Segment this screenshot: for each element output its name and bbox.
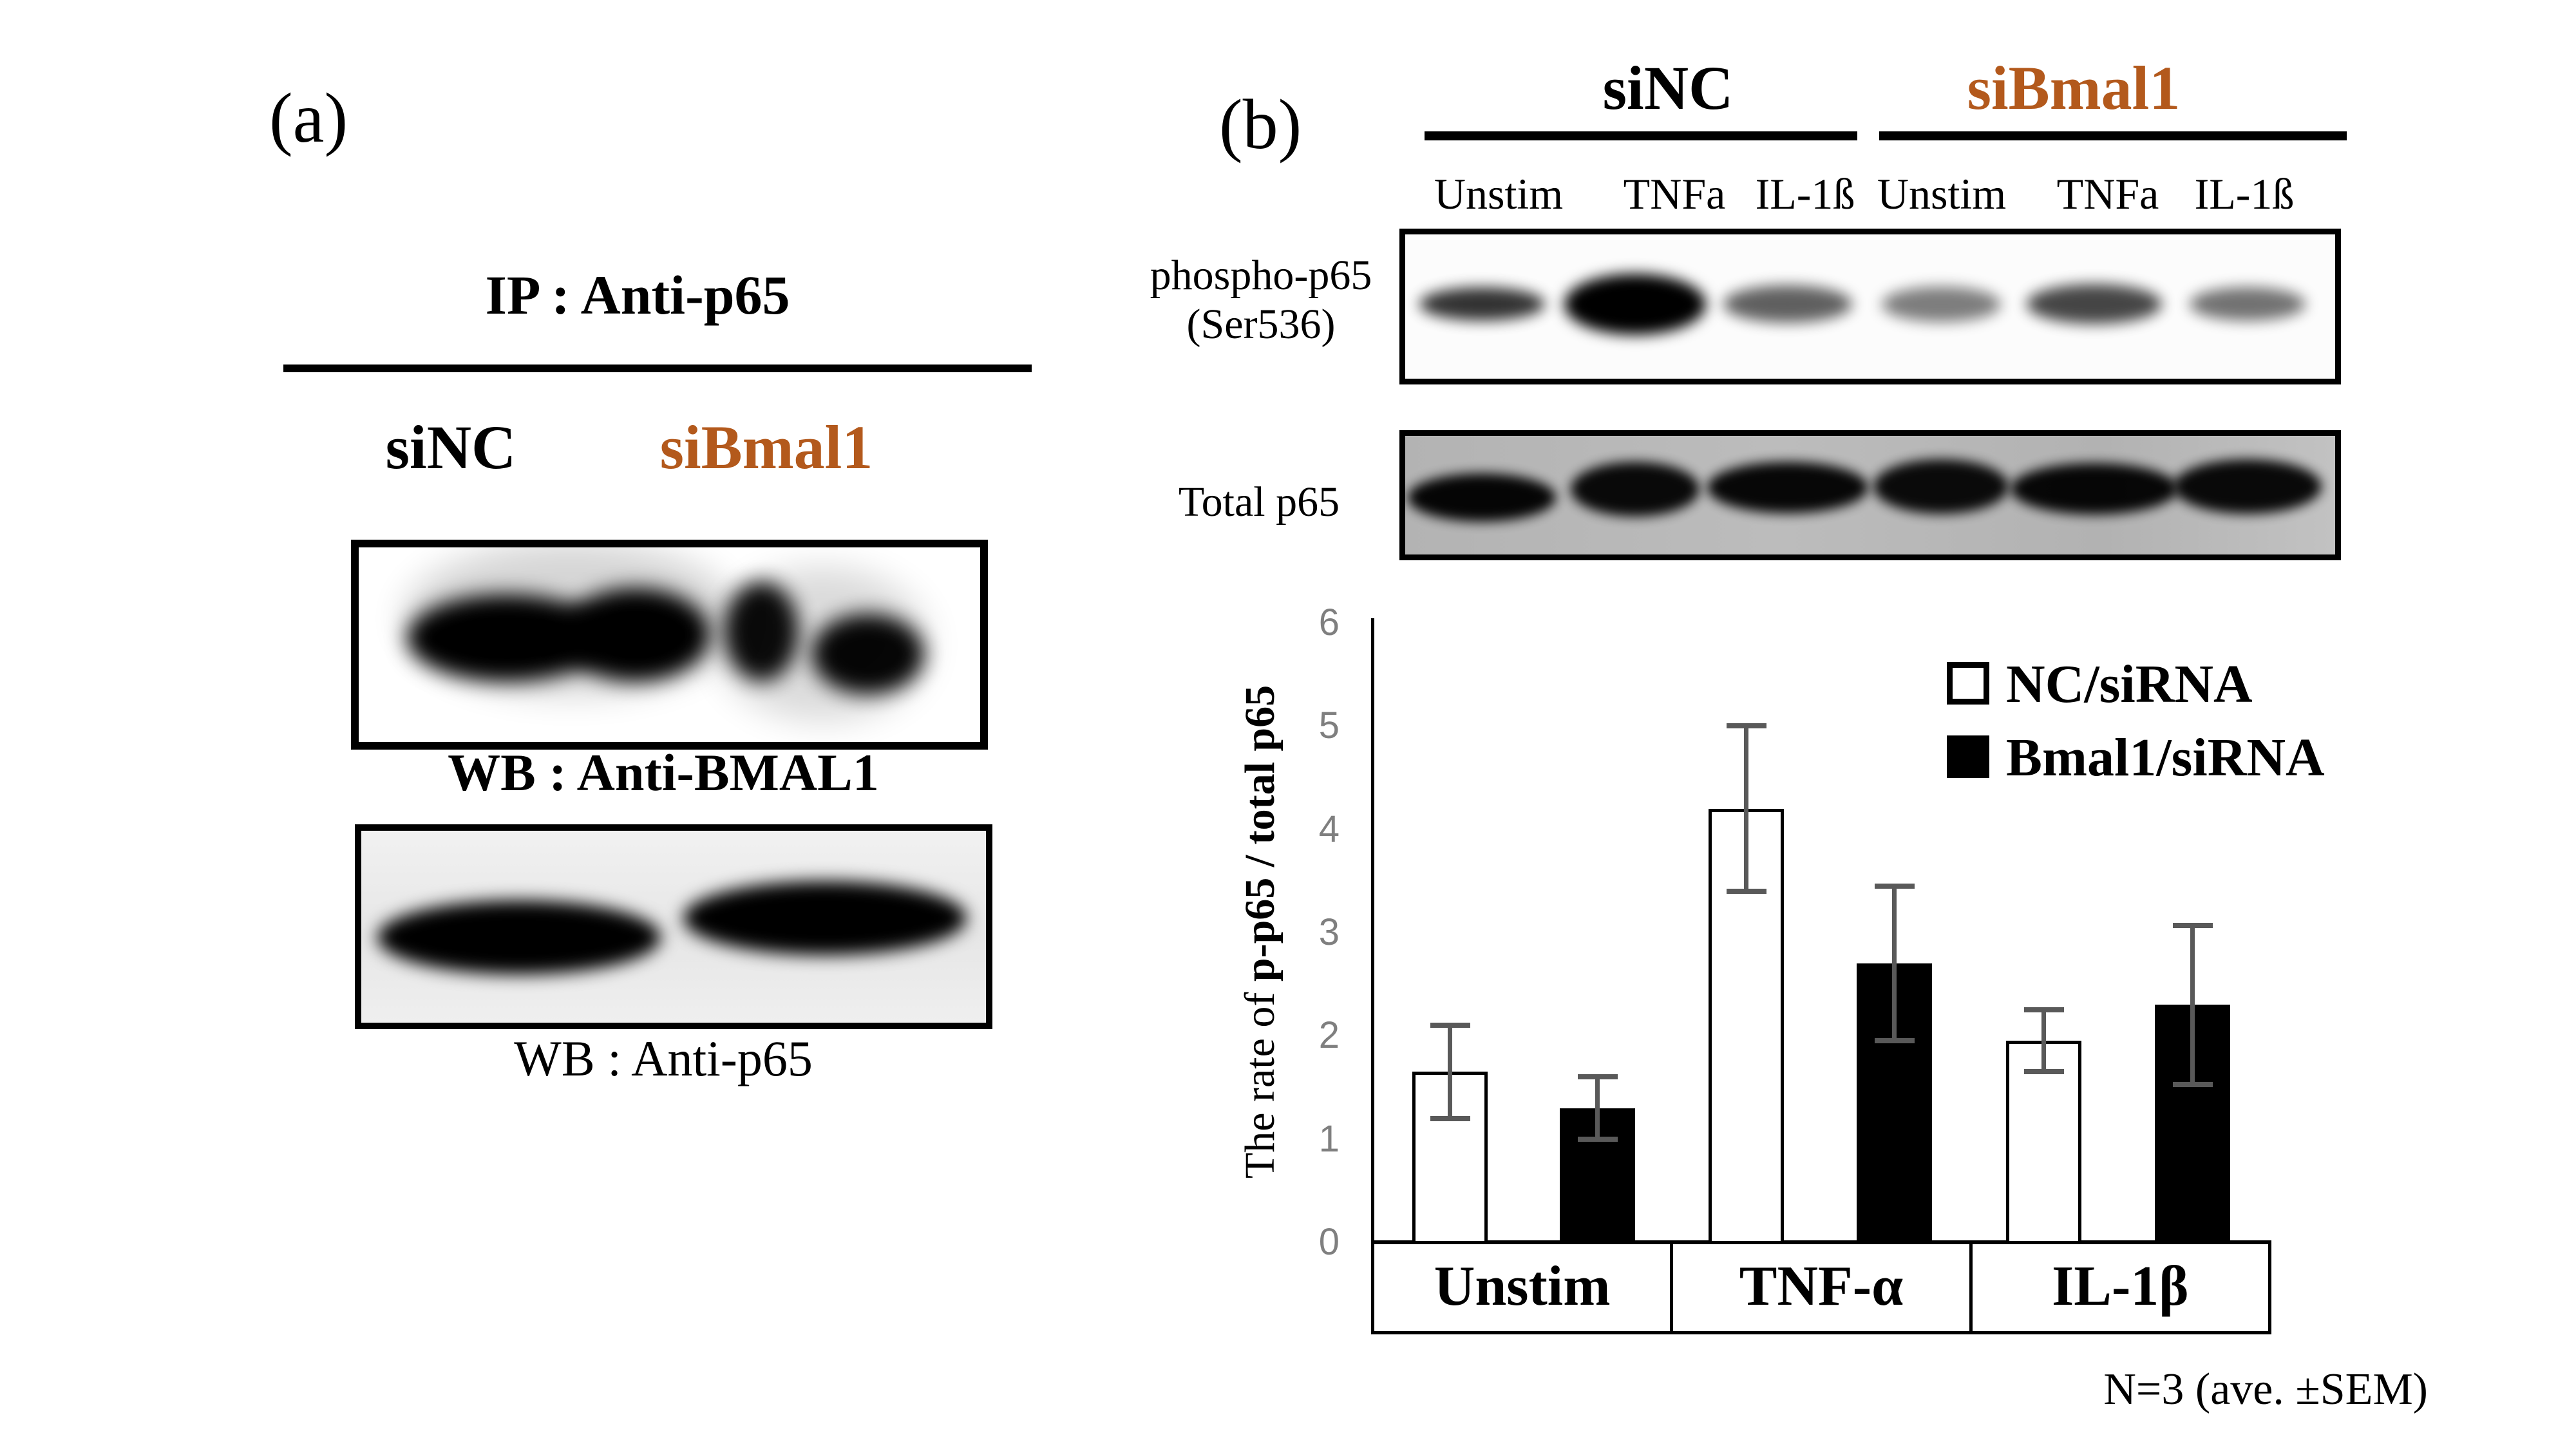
error-bar-cap-top-0-2 [2023,1007,2064,1013]
total-p65-row-label: Total p65 [1178,478,1340,526]
lane-label-0: Unstim [1434,169,1564,218]
total-band-0 [1408,473,1556,522]
error-bar-cap-bottom-0-2 [2023,1069,2064,1075]
bmal1-smear-left [404,547,739,696]
p65-band-sibmal1 [683,880,967,955]
error-bar-cap-bottom-0-0 [1430,1115,1470,1121]
lane-label-4: TNFa [2056,169,2159,218]
y-tick-label-2: 2 [1318,1014,1340,1057]
panel-b-group-label-sibmal1: siBmal1 [1967,53,2181,122]
bmal1-smear-right [716,567,929,721]
bmal1-band-sinc-2 [562,587,710,681]
error-bar-cap-bottom-1-1 [1874,1038,1915,1044]
panel-a-ip-title: IP : Anti-p65 [485,264,790,326]
phospho-p65-label-line1: phospho-p65 [1150,252,1372,299]
lane-label-5: IL-1ß [2194,169,2295,218]
sample-size-note: N=3 (ave. ±SEM) [2103,1365,2428,1414]
panel-a-title-rule [283,365,1032,372]
panel-a-blot2-caption: WB : Anti-p65 [514,1030,813,1086]
panel-b-group1-underline [1425,131,1857,140]
panel-a-letter: (a) [269,79,348,157]
panel-a-bmal1-blot-image [351,540,988,750]
phospho-band-1 [1564,273,1706,335]
error-bar-line-1-0 [1595,1077,1600,1139]
phospho-p65-label-line2: (Ser536) [1186,301,1336,348]
error-bar-cap-bottom-1-0 [1577,1136,1618,1142]
total-band-1 [1570,461,1700,516]
panel-b-group-label-sinc: siNC [1602,53,1734,122]
error-bar-cap-top-1-1 [1874,883,1915,889]
panel-a-p65-blot-image [355,824,992,1029]
total-band-5 [2173,459,2322,514]
bmal1-band-sibmal1-2 [811,613,924,694]
phospho-p65-row-label: phospho-p65 (Ser536) [1116,251,1406,349]
error-bar-cap-top-1-0 [1577,1074,1618,1080]
y-tick-label-1: 1 [1318,1117,1340,1160]
lane-label-3: Unstim [1877,169,2007,218]
y-tick-label-0: 0 [1318,1221,1340,1263]
error-bar-cap-top-1-2 [2172,922,2213,928]
error-bar-cap-bottom-1-2 [2172,1081,2213,1087]
total-p65-blot-image [1399,430,2341,560]
bar-nc-sirna-1 [1709,808,1784,1244]
bar-nc-sirna-2 [2006,1041,2081,1244]
category-unstim: Unstim [1434,1255,1611,1318]
total-band-4 [2010,463,2178,515]
y-tick-label-3: 3 [1318,911,1340,953]
phospho-band-4 [2026,284,2162,324]
panel-a-lane-label-sibmal1: siBmal1 [659,413,873,482]
error-bar-cap-top-0-0 [1430,1023,1470,1028]
phospho-band-3 [1881,286,2001,322]
category-il-1beta: IL-1β [1969,1244,2268,1331]
error-bar-line-0-2 [2041,1010,2046,1072]
x-axis-category-boxes: Unstim TNF-α IL-1β [1371,1244,2271,1334]
phospho-band-5 [2189,287,2306,321]
error-bar-cap-bottom-0-1 [1726,888,1766,894]
x-axis-line [1371,1240,2271,1244]
panel-a-lane-label-sinc: siNC [385,413,516,482]
total-band-2 [1707,462,1869,513]
lane-label-2: IL-1ß [1755,169,1855,218]
y-tick-label-5: 5 [1318,705,1340,747]
error-bar-line-0-0 [1448,1025,1452,1119]
phospho-band-2 [1723,285,1853,323]
category-tnf-alpha: TNF-α [1670,1244,1969,1331]
y-axis-line [1371,618,1374,1244]
error-bar-cap-top-0-1 [1726,723,1766,729]
p65-band-sinc [377,900,661,974]
y-tick-label-6: 6 [1318,601,1340,644]
error-bar-line-1-2 [2190,925,2195,1084]
error-bar-line-0-1 [1744,726,1748,891]
total-band-3 [1873,459,2009,514]
panel-b-letter: (b) [1219,85,1302,164]
legend-open-square-icon [1947,662,1989,705]
lane-label-1: TNFa [1623,169,1726,218]
panel-b-group2-underline [1879,131,2347,140]
legend-label-nc-sirna: NC/siRNA [2006,654,2253,714]
y-tick-label-4: 4 [1318,808,1340,850]
legend-filled-square-icon [1947,735,1989,778]
bmal1-band-sibmal1-1 [724,581,799,681]
phospho-band-0 [1419,287,1545,321]
panel-a-blot1-caption: WB : Anti-BMAL1 [448,743,879,802]
error-bar-line-1-1 [1892,886,1897,1041]
phospho-p65-blot-image [1399,229,2341,384]
legend-label-bmal1-sirna: Bmal1/siRNA [2006,728,2325,788]
